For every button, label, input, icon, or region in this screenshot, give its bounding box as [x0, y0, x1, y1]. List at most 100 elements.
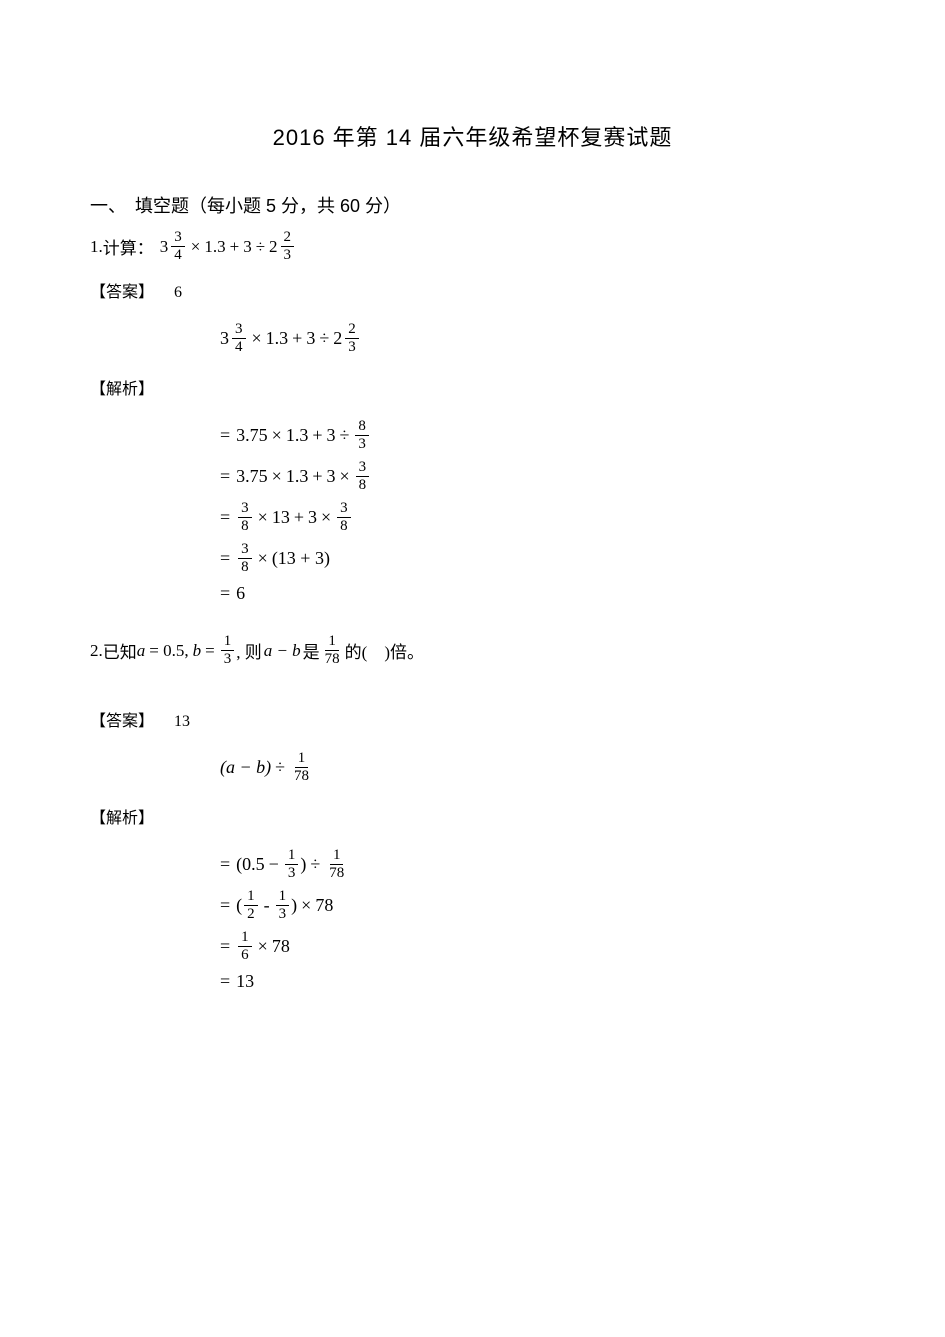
- frac-num: 3: [171, 230, 185, 247]
- eq: =: [205, 641, 215, 661]
- frac-den: 3: [221, 651, 235, 667]
- paren: ): [300, 854, 306, 875]
- result: 6: [236, 583, 245, 604]
- eq-sign: =: [220, 466, 230, 487]
- frac-den: 3: [355, 436, 369, 452]
- step-row: = 3.75 × 1.3 + 3 ÷ 8 3: [220, 419, 855, 452]
- operator: +: [312, 425, 322, 446]
- frac-den: 4: [171, 247, 185, 263]
- frac-den: 8: [238, 518, 252, 534]
- expr: (a − b): [220, 757, 271, 778]
- value: 3.75: [236, 425, 268, 446]
- frac-den: 78: [326, 865, 347, 881]
- frac-num: 3: [232, 322, 246, 339]
- step-row: = 13: [220, 971, 855, 992]
- mixed-whole: 2: [333, 328, 342, 349]
- frac-num: 1: [330, 848, 344, 865]
- document-title: 2016 年第 14 届六年级希望杯复赛试题: [90, 120, 855, 152]
- frac-den: 8: [356, 477, 370, 493]
- operator: ×: [258, 936, 268, 957]
- operator: ÷: [256, 237, 265, 257]
- answer-value: 6: [174, 284, 182, 302]
- text: 已知: [103, 638, 137, 663]
- frac-num: 1: [295, 751, 309, 768]
- frac-num: 1: [238, 930, 252, 947]
- eq-sign: =: [220, 936, 230, 957]
- analysis-expression-2: (a − b) ÷ 1 78: [220, 751, 855, 784]
- frac-den: 8: [337, 518, 351, 534]
- operator: ×: [258, 548, 268, 569]
- expr-ab: a − b: [264, 641, 301, 661]
- analysis-steps-1: = 3.75 × 1.3 + 3 ÷ 8 3 = 3.75 × 1.3 + 3 …: [220, 419, 855, 604]
- answer-label: 【答案】: [90, 278, 154, 302]
- text: 的( )倍。: [345, 638, 424, 663]
- frac-den: 8: [238, 559, 252, 575]
- text: , 则: [236, 638, 262, 663]
- frac-den: 78: [322, 651, 343, 667]
- answer-line-2: 【答案】 13: [90, 707, 855, 731]
- text: 是: [303, 638, 320, 663]
- frac-num: 3: [356, 460, 370, 477]
- operator: ×: [272, 425, 282, 446]
- operator: ×: [252, 328, 262, 349]
- step-row: = 3.75 × 1.3 + 3 × 3 8: [220, 460, 855, 493]
- section-heading: 一、 填空题（每小题 5 分，共 60 分）: [90, 192, 855, 218]
- frac-num: 2: [345, 322, 359, 339]
- paren: ): [291, 895, 297, 916]
- step-row: = 1 6 × 78: [220, 930, 855, 963]
- frac-den: 3: [285, 865, 299, 881]
- result: 13: [236, 971, 254, 992]
- paren: (0.5: [236, 854, 265, 875]
- value: 3: [326, 425, 335, 446]
- operator: ×: [339, 466, 349, 487]
- frac-num: 1: [221, 634, 235, 651]
- paren-expr: (13 + 3): [272, 548, 330, 569]
- step-row: = 3 8 × (13 + 3): [220, 542, 855, 575]
- eq: = 0.5,: [149, 641, 188, 661]
- eq-sign: =: [220, 895, 230, 916]
- analysis-expression-1: 3 3 4 × 1.3 + 3 ÷ 2 2 3: [220, 322, 855, 355]
- frac-num: 1: [285, 848, 299, 865]
- frac-den: 3: [345, 339, 359, 355]
- value: 78: [315, 895, 333, 916]
- frac-num: 3: [337, 501, 351, 518]
- operator: +: [312, 466, 322, 487]
- analysis-label-2: 【解析】: [90, 804, 843, 828]
- frac-num: 1: [276, 889, 290, 906]
- operator: ×: [191, 237, 201, 257]
- problem-1-expression: 3 3 4 × 1.3 + 3 ÷ 2 2 3: [160, 230, 296, 263]
- paren: (: [236, 895, 242, 916]
- step-row: = (0.5 − 1 3 ) ÷ 1 78: [220, 848, 855, 881]
- value: 1.3: [266, 328, 289, 349]
- eq-sign: =: [220, 548, 230, 569]
- value: 1.3: [286, 466, 309, 487]
- value: 3: [308, 507, 317, 528]
- frac-den: 6: [238, 947, 252, 963]
- frac-num: 2: [281, 230, 295, 247]
- mixed-whole: 3: [160, 237, 169, 257]
- problem-number: 2.: [90, 641, 103, 661]
- problem-number: 1.: [90, 237, 103, 257]
- value: 78: [272, 936, 290, 957]
- analysis-steps-2: = (0.5 − 1 3 ) ÷ 1 78 = ( 1 2 - 1 3 ) × …: [220, 848, 855, 992]
- value: 1.3: [204, 237, 225, 257]
- frac-num: 3: [238, 542, 252, 559]
- var-b: b: [193, 641, 202, 661]
- eq-sign: =: [220, 854, 230, 875]
- value: 3: [326, 466, 335, 487]
- frac-den: 78: [291, 768, 312, 784]
- operator: +: [294, 507, 304, 528]
- value: 1.3: [286, 425, 309, 446]
- operator: +: [230, 237, 240, 257]
- operator: ×: [301, 895, 311, 916]
- frac-den: 3: [276, 906, 290, 922]
- operator: ×: [258, 507, 268, 528]
- frac-den: 2: [244, 906, 258, 922]
- operator: +: [292, 328, 302, 349]
- eq-sign: =: [220, 971, 230, 992]
- problem-2: 2. 已知 a = 0.5, b = 1 3 , 则 a − b 是 1 78 …: [90, 634, 855, 667]
- answer-line-1: 【答案】 6: [90, 278, 855, 302]
- var-a: a: [137, 641, 146, 661]
- frac-num: 1: [244, 889, 258, 906]
- operator: ÷: [275, 757, 285, 778]
